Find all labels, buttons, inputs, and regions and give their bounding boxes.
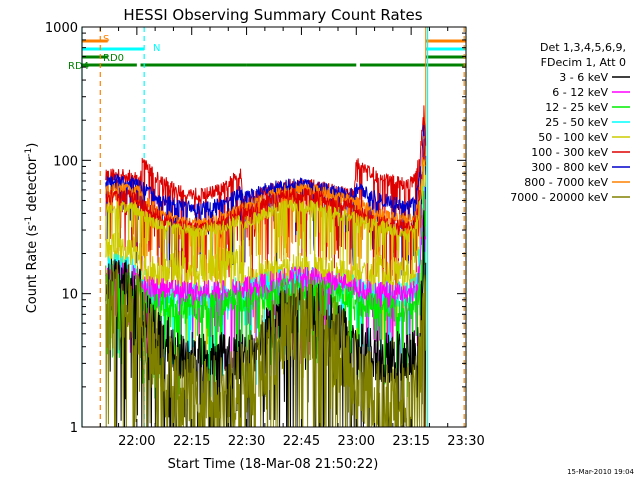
flag-label-n: N xyxy=(153,43,160,54)
series-line-10 xyxy=(105,260,427,427)
x-axis-label: Start Time (18-Mar-08 21:50:22) xyxy=(168,457,379,472)
plot-frame xyxy=(81,26,467,428)
legend-entry-label: 300 - 800 keV xyxy=(531,161,608,174)
y-tick-label: 1000 xyxy=(45,21,78,36)
legend-entry-label: 25 - 50 keV xyxy=(545,116,608,129)
x-tick-label: 23:15 xyxy=(392,434,429,449)
y-tick-label: 10 xyxy=(61,288,78,303)
series-line-3 xyxy=(105,139,427,303)
chart-title: HESSI Observing Summary Count Rates xyxy=(123,6,422,24)
flag-label-s: S xyxy=(103,34,109,45)
x-tick-label: 22:45 xyxy=(283,434,320,449)
x-tick-label: 22:30 xyxy=(228,434,265,449)
x-axis: 22:00 22:15 22:30 22:45 23:00 23:15 23:30 xyxy=(81,27,485,449)
legend-entry-label: 50 - 100 keV xyxy=(538,131,608,144)
y-axis-label: Count Rate (s-1 detector-1) xyxy=(24,143,40,314)
legend-entry-label: 12 - 25 keV xyxy=(545,101,608,114)
flag-label-rd0: RD0 xyxy=(103,53,124,64)
legend-entry-label: 7000 - 20000 keV xyxy=(510,191,608,204)
legend-entry-label: 3 - 6 keV xyxy=(559,71,608,84)
legend-entry-label: 800 - 7000 keV xyxy=(524,176,608,189)
series-line-5 xyxy=(105,193,427,392)
legend-header: FDecim 1, Att 0 xyxy=(541,56,626,69)
legend-header: Det 1,3,4,5,6,9, xyxy=(540,41,626,54)
footer-timestamp: 15-Mar-2010 19:04 xyxy=(567,468,634,476)
x-tick-label: 23:30 xyxy=(447,434,484,449)
flag-bars: S N RD0 RD4 xyxy=(68,34,466,72)
series-line-4 xyxy=(105,159,427,302)
y-axis: 1 10 100 1000 xyxy=(45,21,466,436)
legend: Det 1,3,4,5,6,9, FDecim 1, Att 0 3 - 6 keV… xyxy=(510,41,630,204)
legend-entry-label: 100 - 300 keV xyxy=(531,146,608,159)
series-lines xyxy=(105,105,427,427)
x-tick-label: 23:00 xyxy=(338,434,375,449)
y-tick-label: 1 xyxy=(70,421,78,436)
legend-entry-label: 6 - 12 keV xyxy=(552,86,608,99)
x-tick-label: 22:15 xyxy=(173,434,210,449)
y-tick-label: 100 xyxy=(53,154,78,169)
flag-label-rd4: RD4 xyxy=(68,61,89,72)
x-tick-label: 22:00 xyxy=(118,434,155,449)
